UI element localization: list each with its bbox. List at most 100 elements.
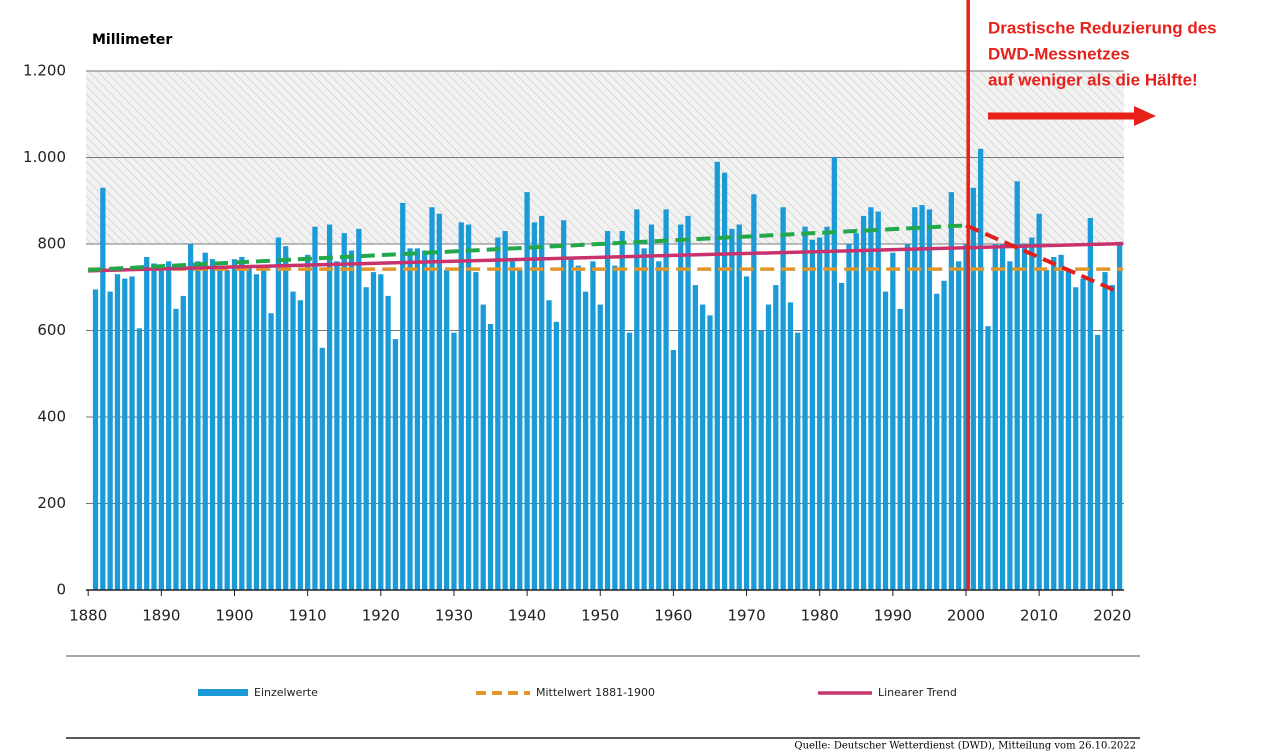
- bar: [926, 209, 933, 590]
- x-tick-label: 1910: [289, 607, 327, 625]
- bar: [904, 244, 911, 590]
- bar: [1080, 278, 1086, 590]
- bar: [626, 332, 633, 590]
- bar: [524, 192, 530, 590]
- bar: [956, 261, 962, 590]
- bar: [363, 287, 369, 590]
- annotation: Drastische Reduzierung des: [988, 18, 1217, 37]
- bar: [283, 246, 289, 590]
- x-tick-label: 1980: [801, 607, 839, 625]
- bar: [802, 226, 808, 590]
- bar: [846, 244, 852, 590]
- bar: [422, 250, 428, 591]
- source: Quelle: Deutscher Wetterdienst (DWD), Mi…: [794, 741, 1136, 752]
- bar: [385, 295, 391, 590]
- bar: [480, 304, 486, 590]
- bar: [1014, 181, 1020, 590]
- bar: [487, 324, 494, 590]
- legend-label: Einzelwerte: [254, 686, 318, 699]
- y-tick-label: 400: [37, 408, 66, 426]
- bar: [897, 308, 903, 590]
- x-tick-label: 1950: [581, 607, 619, 625]
- x-tick-label: 1990: [874, 607, 912, 625]
- bar: [1095, 334, 1101, 590]
- bar: [604, 231, 611, 590]
- bar: [173, 308, 179, 590]
- bar: [817, 237, 823, 590]
- bar: [319, 347, 325, 590]
- bar: [999, 244, 1006, 590]
- bar: [400, 202, 406, 590]
- bar: [180, 295, 186, 590]
- line: [88, 241, 1124, 273]
- bar: [305, 254, 311, 590]
- bar: [934, 293, 940, 590]
- bar: [612, 265, 618, 590]
- bar: [670, 349, 677, 590]
- bar: [370, 272, 377, 590]
- bar: [195, 261, 201, 590]
- bar: [780, 207, 786, 591]
- bar: [312, 226, 318, 590]
- bar: [209, 259, 216, 590]
- bar: [1109, 285, 1115, 590]
- x-tick-label: 1900: [215, 607, 253, 625]
- bar: [890, 252, 896, 590]
- bar: [678, 224, 684, 590]
- bar: [217, 267, 223, 590]
- bar: [868, 207, 874, 591]
- bar: [714, 161, 720, 590]
- bar: [92, 289, 99, 590]
- bar: [451, 332, 457, 590]
- bar: [729, 228, 735, 591]
- bar: [1051, 256, 1057, 590]
- bar: [795, 332, 801, 590]
- bar: [839, 282, 845, 590]
- bar: [224, 269, 230, 590]
- bar: [765, 304, 772, 590]
- y-axis-label: Millimeter: [92, 32, 172, 48]
- bar: [875, 211, 881, 590]
- annotation: auf weniger als die Hälfte!: [988, 70, 1198, 89]
- bar: [407, 248, 413, 590]
- bar: [1007, 261, 1013, 590]
- bar: [619, 231, 625, 590]
- bar: [473, 272, 479, 590]
- bar: [231, 259, 238, 590]
- bar: [253, 274, 260, 590]
- bar: [590, 261, 596, 590]
- bar: [985, 326, 991, 590]
- bar: [239, 256, 245, 590]
- bar: [187, 244, 194, 590]
- bar: [122, 278, 128, 590]
- y-tick-label: 200: [37, 494, 66, 512]
- bar: [414, 248, 421, 590]
- bar: [517, 269, 523, 590]
- bar: [553, 321, 559, 590]
- bar: [941, 280, 947, 590]
- bar: [1087, 218, 1093, 591]
- bar: [326, 224, 333, 590]
- bar: [663, 209, 669, 590]
- y-tick-label: 800: [37, 235, 66, 253]
- y-tick-label: 1.200: [23, 62, 66, 80]
- bar: [495, 237, 501, 590]
- x-tick-label: 2010: [1020, 607, 1058, 625]
- bar: [268, 313, 274, 590]
- x-tick-label: 2020: [1093, 607, 1131, 625]
- bar: [707, 315, 713, 590]
- bar: [290, 291, 296, 590]
- legend-label: Linearer Trend: [878, 686, 957, 699]
- bar: [809, 239, 816, 591]
- bar: [597, 304, 603, 590]
- bar: [743, 276, 750, 590]
- bar: [392, 339, 399, 590]
- bar: [992, 244, 998, 590]
- bar: [568, 256, 574, 590]
- annotation: DWD-Messnetzes: [988, 44, 1130, 63]
- bar: [948, 192, 954, 590]
- bar: [751, 194, 757, 590]
- legend-swatch: [198, 689, 248, 696]
- bar: [685, 215, 691, 590]
